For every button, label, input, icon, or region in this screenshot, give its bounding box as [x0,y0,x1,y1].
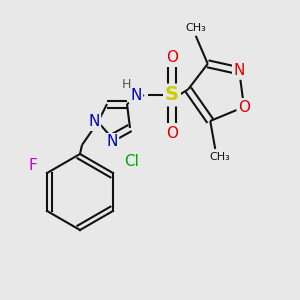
Text: S: S [165,85,179,104]
Text: O: O [238,100,250,115]
Text: F: F [29,158,38,172]
Text: O: O [166,125,178,140]
Text: N: N [88,115,100,130]
Text: Cl: Cl [124,154,140,169]
Text: O: O [166,50,178,64]
Text: N: N [106,134,118,149]
Text: CH₃: CH₃ [210,152,231,162]
Text: N: N [130,88,142,103]
Text: H: H [121,79,131,92]
Text: N: N [233,63,245,78]
Text: CH₃: CH₃ [185,23,206,33]
